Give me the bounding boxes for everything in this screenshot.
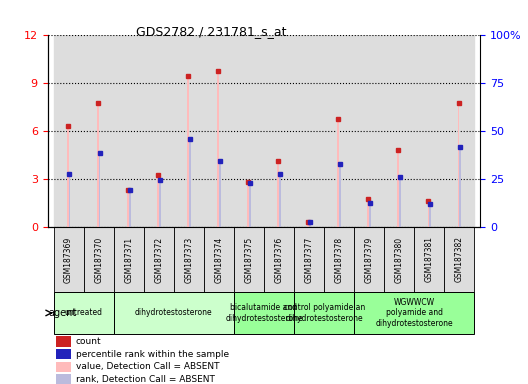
Bar <box>204 227 234 292</box>
Bar <box>367 199 369 227</box>
Bar <box>354 292 475 334</box>
Bar <box>264 227 294 292</box>
Bar <box>189 139 191 227</box>
Bar <box>369 203 371 227</box>
Text: WGWWCW
polyamide and
dihydrotestosterone: WGWWCW polyamide and dihydrotestosterone <box>375 298 453 328</box>
Text: GSM187376: GSM187376 <box>275 236 284 283</box>
Bar <box>56 374 71 384</box>
Bar <box>53 227 83 292</box>
Bar <box>399 177 401 227</box>
Bar <box>69 174 70 227</box>
Bar <box>97 103 99 227</box>
Bar <box>384 35 414 227</box>
Text: percentile rank within the sample: percentile rank within the sample <box>76 349 229 359</box>
Bar <box>234 227 264 292</box>
Bar <box>277 161 279 227</box>
Bar <box>114 227 144 292</box>
Bar <box>337 119 339 227</box>
Bar <box>294 227 324 292</box>
Bar <box>384 227 414 292</box>
Bar <box>174 227 204 292</box>
Bar <box>307 222 309 227</box>
Bar <box>217 71 219 227</box>
Text: GSM187372: GSM187372 <box>154 237 163 283</box>
Bar <box>56 349 71 359</box>
Text: GSM187370: GSM187370 <box>94 236 103 283</box>
Bar <box>324 35 354 227</box>
Text: rank, Detection Call = ABSENT: rank, Detection Call = ABSENT <box>76 375 214 384</box>
Bar <box>458 103 459 227</box>
Bar <box>187 76 189 227</box>
Bar <box>398 150 399 227</box>
Bar <box>159 180 161 227</box>
Bar <box>56 361 71 372</box>
Bar <box>414 35 445 227</box>
Bar <box>219 161 221 227</box>
Text: GSM187377: GSM187377 <box>305 236 314 283</box>
Bar <box>174 35 204 227</box>
Bar <box>67 126 69 227</box>
Text: GDS2782 / 231781_s_at: GDS2782 / 231781_s_at <box>136 25 287 38</box>
Text: GSM187378: GSM187378 <box>335 237 344 283</box>
Bar <box>157 175 159 227</box>
Bar <box>294 35 324 227</box>
Text: GSM187373: GSM187373 <box>184 236 193 283</box>
Bar <box>445 227 475 292</box>
Bar <box>83 227 114 292</box>
Text: GSM187375: GSM187375 <box>244 236 253 283</box>
Text: dihydrotestosterone: dihydrotestosterone <box>135 308 213 318</box>
Text: GSM187369: GSM187369 <box>64 236 73 283</box>
Bar <box>234 35 264 227</box>
Text: GSM187382: GSM187382 <box>455 237 464 283</box>
Text: value, Detection Call = ABSENT: value, Detection Call = ABSENT <box>76 362 219 371</box>
Bar <box>459 147 461 227</box>
Bar <box>83 35 114 227</box>
Text: GSM187371: GSM187371 <box>124 237 133 283</box>
Bar <box>354 227 384 292</box>
Bar <box>53 292 114 334</box>
Bar <box>56 336 71 347</box>
Bar <box>204 35 234 227</box>
Bar <box>429 204 431 227</box>
Text: count: count <box>76 337 101 346</box>
Bar <box>114 35 144 227</box>
Bar <box>279 174 281 227</box>
Bar <box>445 35 475 227</box>
Text: agent: agent <box>48 308 77 318</box>
Bar <box>129 190 130 227</box>
Bar <box>99 153 100 227</box>
Text: bicalutamide and
dihydrotestosterone: bicalutamide and dihydrotestosterone <box>225 303 303 323</box>
Bar <box>354 35 384 227</box>
Bar <box>414 227 445 292</box>
Text: GSM187374: GSM187374 <box>214 236 223 283</box>
Bar <box>247 182 249 227</box>
Text: GSM187380: GSM187380 <box>395 237 404 283</box>
Bar <box>249 184 251 227</box>
Bar <box>428 201 429 227</box>
Bar <box>309 222 311 227</box>
Text: control polyamide an
dihydrotestosterone: control polyamide an dihydrotestosterone <box>284 303 365 323</box>
Bar <box>234 292 294 334</box>
Bar <box>127 190 129 227</box>
Bar <box>294 292 354 334</box>
Bar <box>114 292 234 334</box>
Bar <box>144 35 174 227</box>
Text: untreated: untreated <box>64 308 102 318</box>
Bar <box>264 35 294 227</box>
Text: GSM187379: GSM187379 <box>365 236 374 283</box>
Text: GSM187381: GSM187381 <box>425 237 434 283</box>
Bar <box>324 227 354 292</box>
Bar <box>144 227 174 292</box>
Bar <box>339 164 341 227</box>
Bar <box>53 35 83 227</box>
